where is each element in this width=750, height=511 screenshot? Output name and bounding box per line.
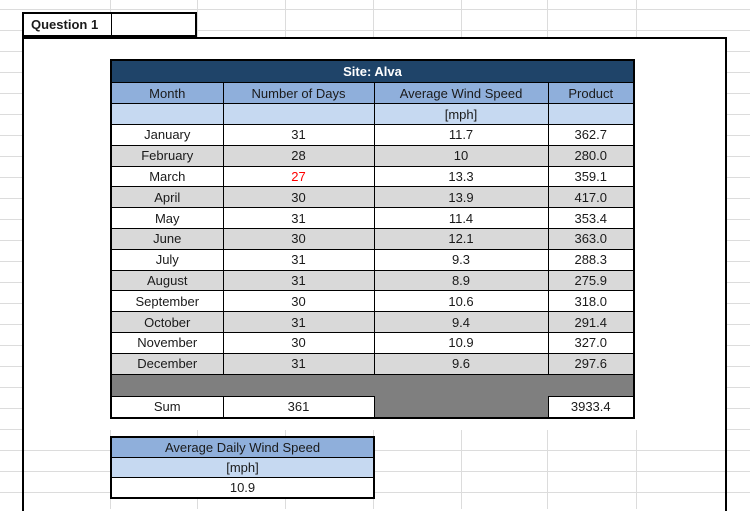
site-wind-table: Site: Alva Month Number of Days Average … <box>110 59 635 419</box>
product-cell[interactable]: 363.0 <box>547 227 635 250</box>
days-cell[interactable]: 30 <box>222 290 375 313</box>
days-cell[interactable]: 31 <box>222 248 375 271</box>
wind-cell[interactable]: 10.6 <box>373 290 549 313</box>
wind-cell[interactable]: 10.9 <box>373 331 549 354</box>
table-title[interactable]: Site: Alva <box>110 59 635 83</box>
question-label[interactable]: Question 1 <box>24 14 112 35</box>
month-row-january: January 31 11.7 362.7 <box>110 124 635 146</box>
month-cell[interactable]: November <box>110 331 224 354</box>
month-cell[interactable]: August <box>110 269 224 292</box>
days-cell[interactable]: 28 <box>222 144 375 167</box>
month-cell[interactable]: April <box>110 186 224 209</box>
product-cell[interactable]: 275.9 <box>547 269 635 292</box>
sum-days-cell[interactable]: 361 <box>222 395 375 419</box>
month-row-october: October 31 9.4 291.4 <box>110 311 635 333</box>
sum-product-cell[interactable]: 3933.4 <box>547 395 635 419</box>
month-row-march: March 27 13.3 359.1 <box>110 165 635 188</box>
month-row-june: June 30 12.1 363.0 <box>110 227 635 250</box>
month-cell[interactable]: May <box>110 207 224 229</box>
product-cell[interactable]: 280.0 <box>547 144 635 167</box>
product-cell[interactable]: 318.0 <box>547 290 635 313</box>
unit-cell-empty[interactable] <box>222 103 375 125</box>
table-title-row: Site: Alva <box>110 59 635 83</box>
wind-cell[interactable]: 9.4 <box>373 311 549 333</box>
product-cell[interactable]: 291.4 <box>547 311 635 333</box>
days-cell[interactable]: 30 <box>222 186 375 209</box>
average-wind-table: Average Daily Wind Speed [mph] 10.9 <box>110 436 375 499</box>
header-month[interactable]: Month <box>110 82 224 104</box>
month-row-september: September 30 10.6 318.0 <box>110 290 635 313</box>
month-cell[interactable]: December <box>110 352 224 375</box>
product-cell[interactable]: 353.4 <box>547 207 635 229</box>
average-table-title[interactable]: Average Daily Wind Speed <box>110 436 375 458</box>
wind-cell[interactable]: 9.3 <box>373 248 549 271</box>
month-row-february: February 28 10 280.0 <box>110 144 635 167</box>
wind-unit-cell[interactable]: [mph] <box>373 103 549 125</box>
month-row-july: July 31 9.3 288.3 <box>110 248 635 271</box>
wind-cell[interactable]: 13.3 <box>373 165 549 188</box>
average-unit-cell[interactable]: [mph] <box>110 457 375 478</box>
wind-cell[interactable]: 13.9 <box>373 186 549 209</box>
days-cell[interactable]: 31 <box>222 124 375 146</box>
header-wind[interactable]: Average Wind Speed <box>373 82 549 104</box>
unit-cell-empty[interactable] <box>547 103 635 125</box>
average-table-title-row: Average Daily Wind Speed <box>110 436 375 458</box>
month-cell[interactable]: September <box>110 290 224 313</box>
table-header-row: Month Number of Days Average Wind Speed … <box>110 82 635 104</box>
average-value-cell[interactable]: 10.9 <box>110 477 375 499</box>
wind-cell[interactable]: 12.1 <box>373 227 549 250</box>
days-cell[interactable]: 27 <box>222 165 375 188</box>
header-product[interactable]: Product <box>547 82 635 104</box>
product-cell[interactable]: 362.7 <box>547 124 635 146</box>
product-cell[interactable]: 297.6 <box>547 352 635 375</box>
month-row-august: August 31 8.9 275.9 <box>110 269 635 292</box>
product-cell[interactable]: 359.1 <box>547 165 635 188</box>
month-cell[interactable]: March <box>110 165 224 188</box>
product-cell[interactable]: 288.3 <box>547 248 635 271</box>
wind-cell[interactable]: 11.4 <box>373 207 549 229</box>
average-table-unit-row: [mph] <box>110 457 375 478</box>
days-cell[interactable]: 31 <box>222 352 375 375</box>
unit-row: [mph] <box>110 103 635 125</box>
month-row-may: May 31 11.4 353.4 <box>110 207 635 229</box>
spacer-cell[interactable] <box>110 373 635 397</box>
days-cell[interactable]: 31 <box>222 311 375 333</box>
month-cell[interactable]: June <box>110 227 224 250</box>
days-cell[interactable]: 31 <box>222 269 375 292</box>
days-cell[interactable]: 30 <box>222 331 375 354</box>
month-row-december: December 31 9.6 297.6 <box>110 352 635 375</box>
product-cell[interactable]: 417.0 <box>547 186 635 209</box>
days-cell[interactable]: 31 <box>222 207 375 229</box>
question-box-empty-cell[interactable] <box>112 14 195 35</box>
average-table-value-row: 10.9 <box>110 477 375 499</box>
wind-cell[interactable]: 9.6 <box>373 352 549 375</box>
product-cell[interactable]: 327.0 <box>547 331 635 354</box>
unit-cell-empty[interactable] <box>110 103 224 125</box>
month-cell[interactable]: July <box>110 248 224 271</box>
sum-wind-spacer-cell[interactable] <box>373 396 549 419</box>
header-days[interactable]: Number of Days <box>222 82 375 104</box>
wind-cell[interactable]: 8.9 <box>373 269 549 292</box>
month-row-april: April 30 13.9 417.0 <box>110 186 635 209</box>
wind-cell[interactable]: 10 <box>373 144 549 167</box>
sum-row: Sum 361 3933.4 <box>110 395 635 419</box>
month-cell[interactable]: October <box>110 311 224 333</box>
wind-cell[interactable]: 11.7 <box>373 124 549 146</box>
month-row-november: November 30 10.9 327.0 <box>110 331 635 354</box>
question-box: Question 1 <box>22 12 197 37</box>
spacer-row <box>110 373 635 397</box>
month-cell[interactable]: February <box>110 144 224 167</box>
days-cell[interactable]: 30 <box>222 227 375 250</box>
sum-label-cell[interactable]: Sum <box>110 395 224 419</box>
month-cell[interactable]: January <box>110 124 224 146</box>
